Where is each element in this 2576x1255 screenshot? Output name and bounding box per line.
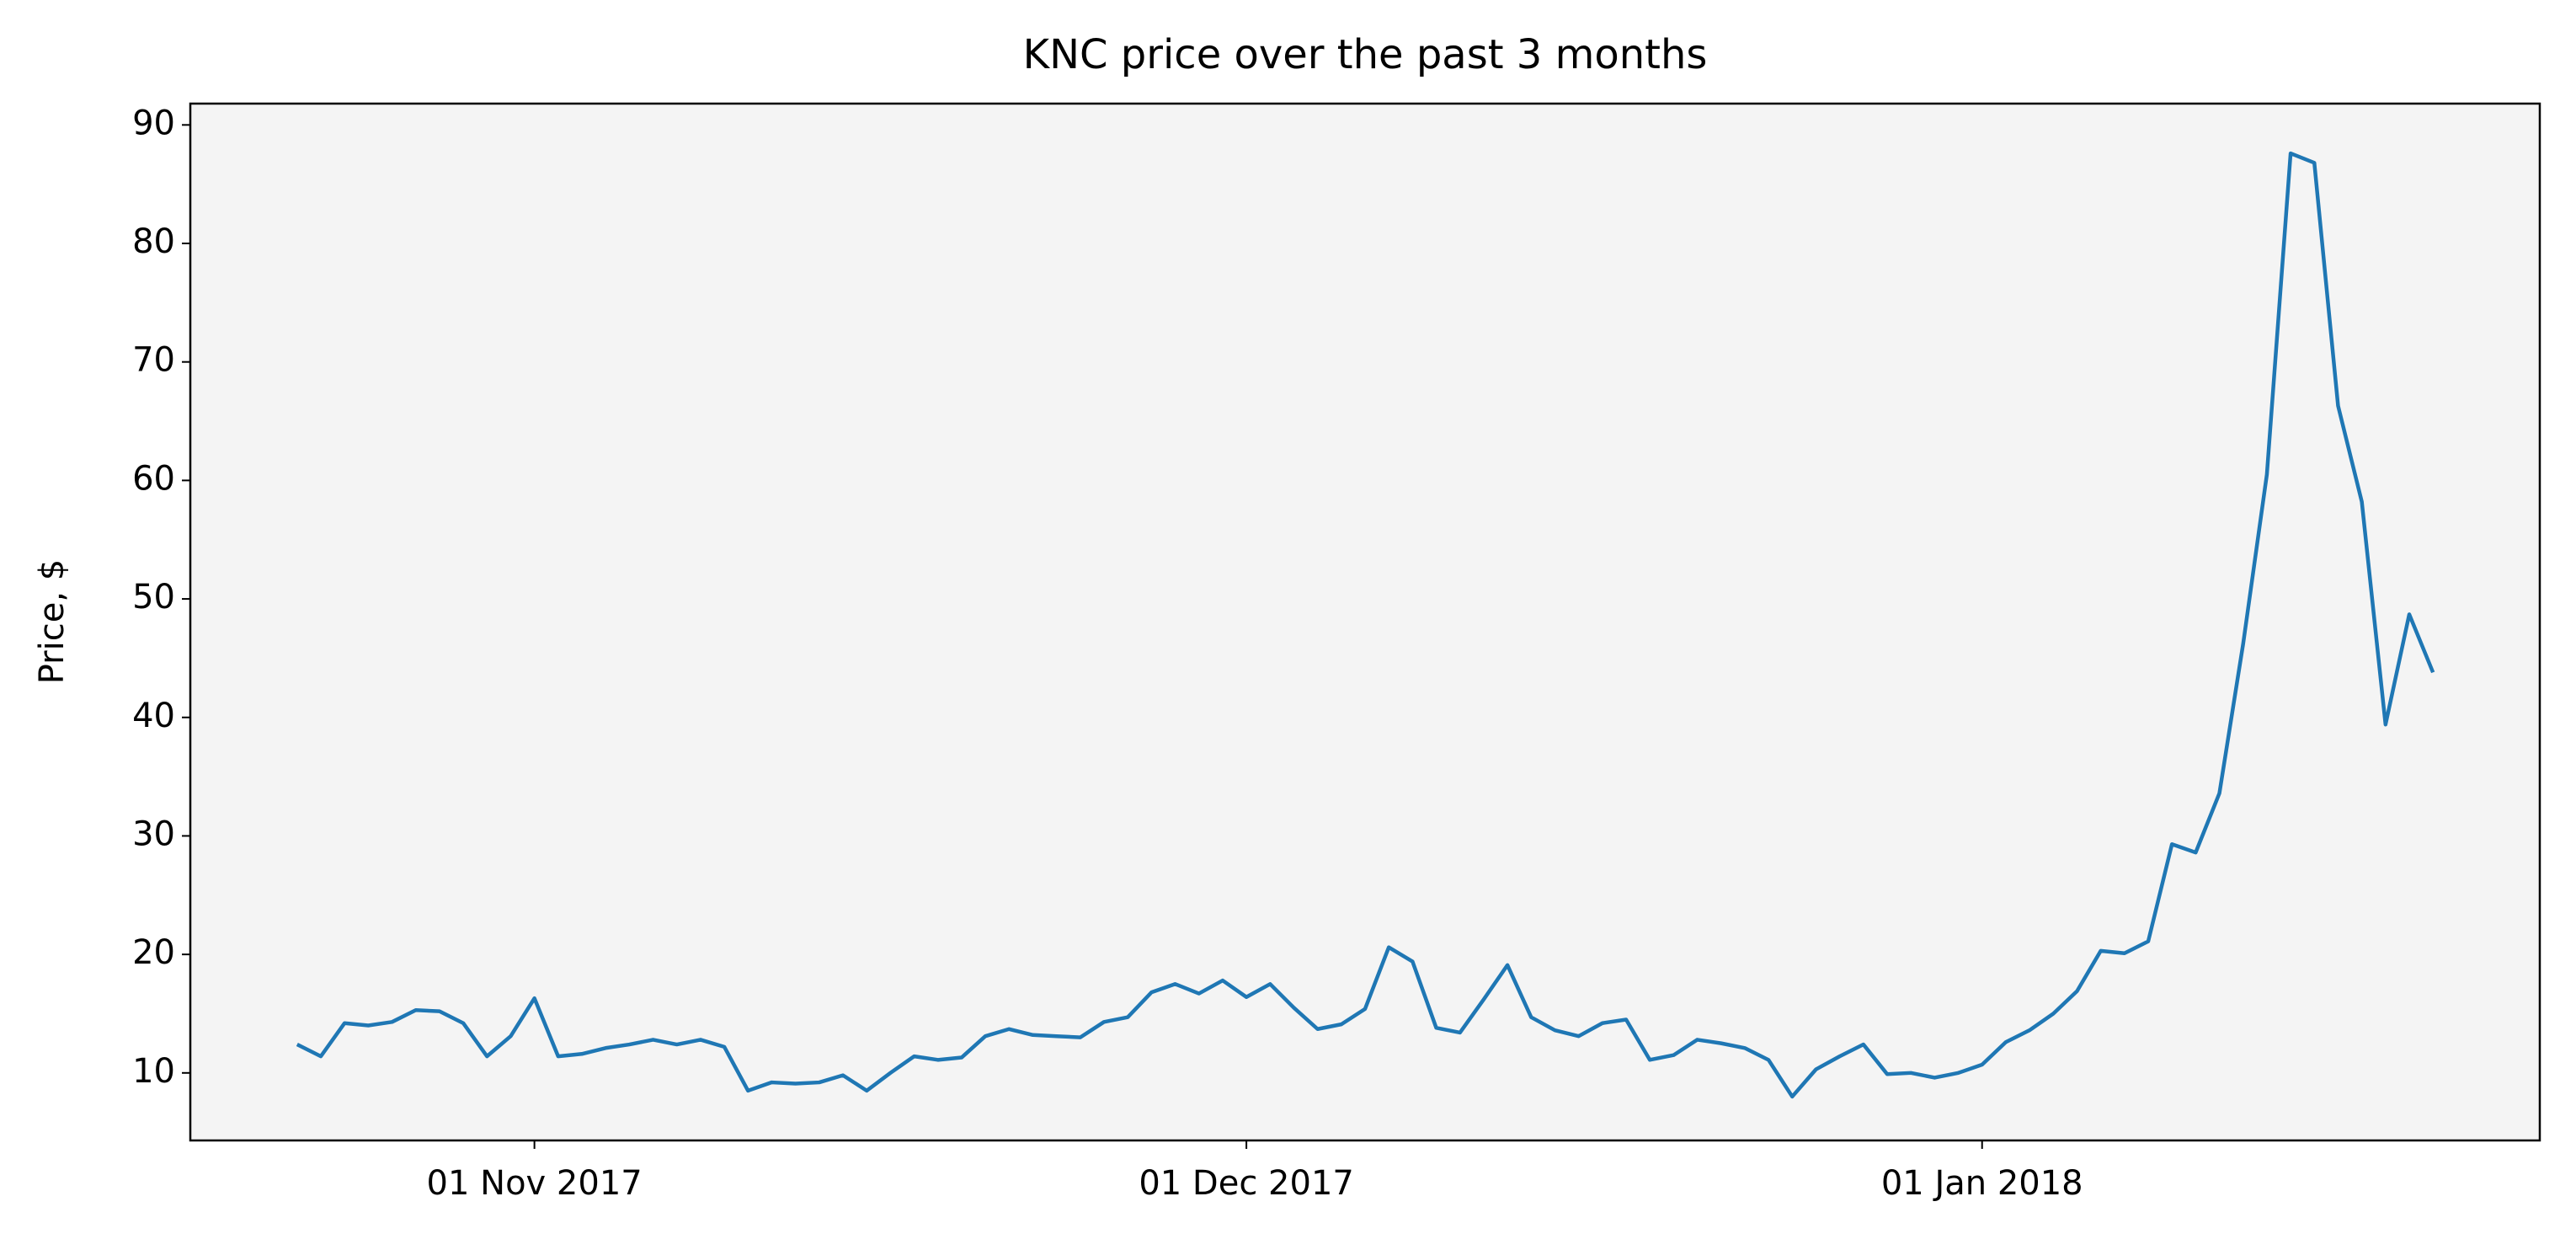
chart-title: KNC price over the past 3 months bbox=[1023, 31, 1708, 78]
plot-frame bbox=[189, 102, 2541, 1142]
y-tick-label: 40 bbox=[132, 697, 175, 735]
x-tick-label: 01 Jan 2018 bbox=[1881, 1164, 2083, 1203]
y-tick-label: 20 bbox=[132, 933, 175, 972]
plot-area bbox=[190, 104, 2540, 1140]
x-tick-label: 01 Dec 2017 bbox=[1139, 1164, 1354, 1203]
x-tick-label: 01 Nov 2017 bbox=[427, 1164, 643, 1203]
y-tick-label: 70 bbox=[132, 341, 175, 380]
price-line bbox=[296, 151, 2435, 1099]
y-tick-label: 50 bbox=[132, 578, 175, 617]
y-tick-label: 30 bbox=[132, 814, 175, 853]
y-axis-label: Price, $ bbox=[33, 559, 72, 684]
y-tick-label: 60 bbox=[132, 459, 175, 498]
y-tick-label: 10 bbox=[132, 1052, 175, 1091]
y-tick-label: 80 bbox=[132, 222, 175, 261]
y-tick-label: 90 bbox=[132, 104, 175, 142]
